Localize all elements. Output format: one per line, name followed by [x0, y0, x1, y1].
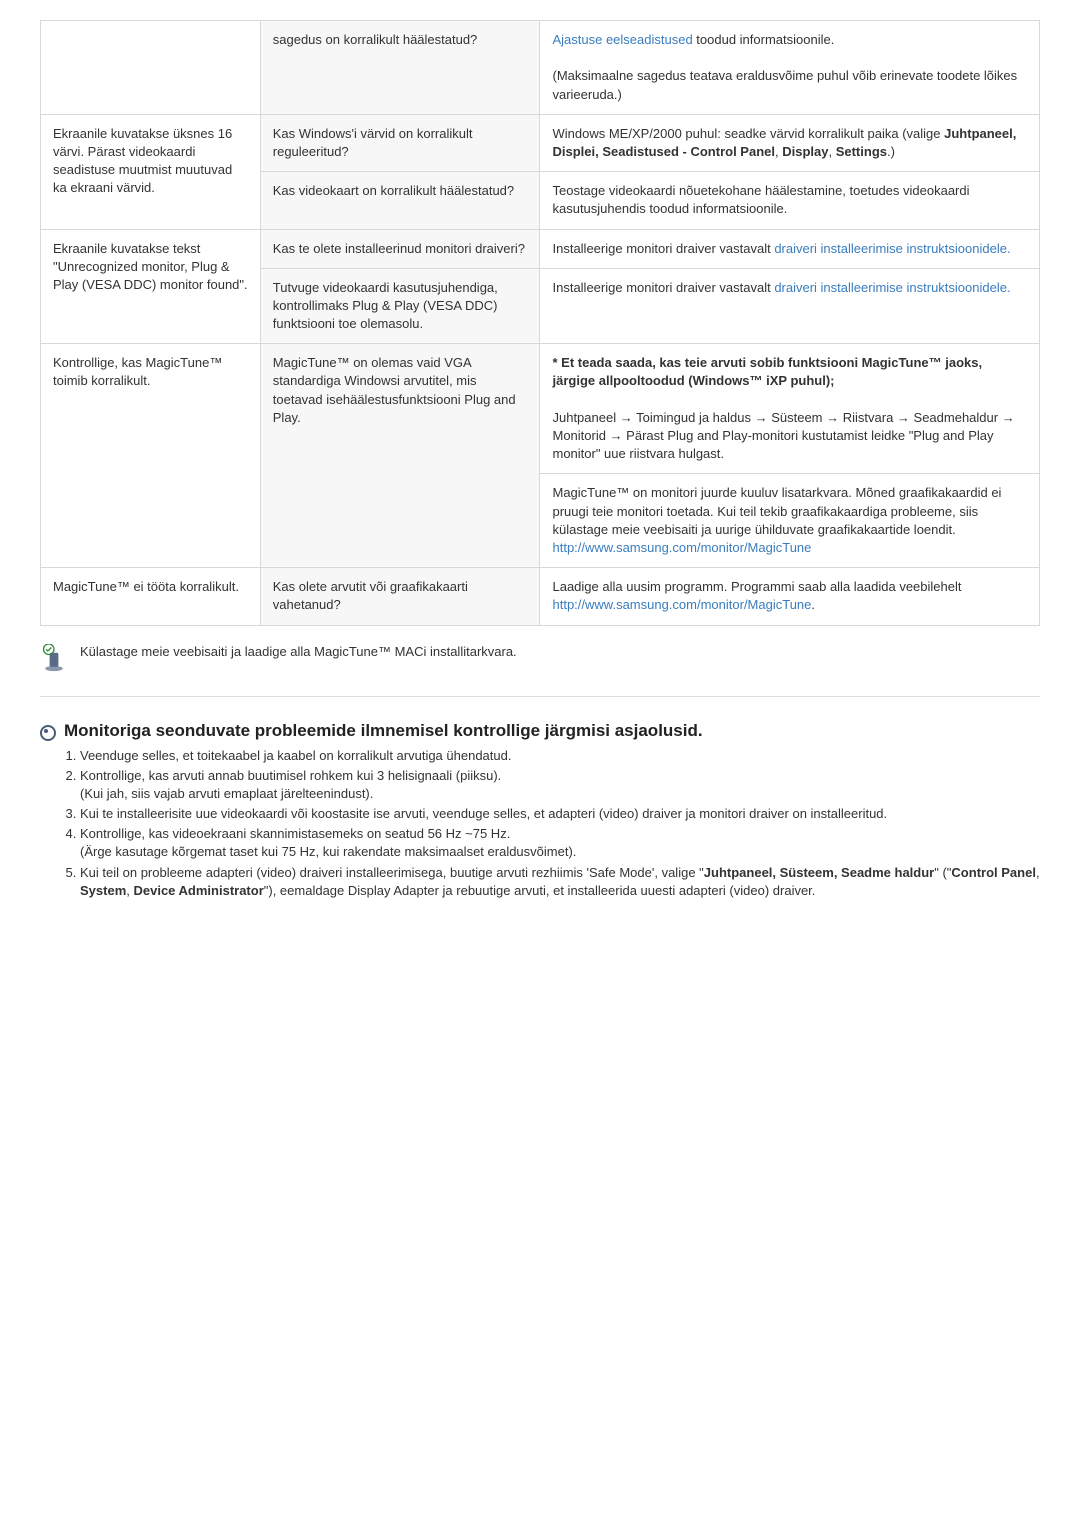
answer-cell: Teostage videokaardi nõuetekohane hääles… [540, 172, 1040, 229]
list-item: Kontrollige, kas videoekraani skannimist… [80, 825, 1040, 861]
bold-text: * Et teada saada, kas teie arvuti sobib … [552, 355, 982, 388]
list-item: Kui te installeerisite uue videokaardi v… [80, 805, 1040, 823]
link[interactable]: Ajastuse eelseadistused [552, 32, 692, 47]
link[interactable]: http://www.samsung.com/monitor/MagicTune [552, 540, 811, 555]
bold-text: Display [782, 144, 828, 159]
section-bullet-icon [40, 725, 56, 741]
table-row: MagicTune™ ei tööta korralikult.Kas olet… [41, 568, 1040, 625]
divider [40, 696, 1040, 697]
symptom-cell: Ekraanile kuvatakse tekst "Unrecognized … [41, 229, 261, 344]
steps-list: Veenduge selles, et toitekaabel ja kaabe… [62, 747, 1040, 901]
table-row: Ekraanile kuvatakse tekst "Unrecognized … [41, 229, 1040, 268]
symptom-cell: Ekraanile kuvatakse üksnes 16 värvi. Pär… [41, 114, 261, 229]
question-cell: Kas Windows'i värvid on korralikult regu… [260, 114, 540, 171]
note-text: Külastage meie veebisaiti ja laadige all… [80, 644, 517, 659]
bold-text: Control Panel [951, 865, 1036, 880]
link[interactable]: http://www.samsung.com/monitor/MagicTune [552, 597, 811, 612]
answer-cell: * Et teada saada, kas teie arvuti sobib … [540, 344, 1040, 474]
question-cell: Kas olete arvutit või graafikakaarti vah… [260, 568, 540, 625]
answer-cell: Windows ME/XP/2000 puhul: seadke värvid … [540, 114, 1040, 171]
bold-text: Juhtpaneel, Süsteem, Seadme haldur [704, 865, 934, 880]
answer-cell: MagicTune™ on monitori juurde kuuluv lis… [540, 474, 1040, 568]
symptom-cell: Kontrollige, kas MagicTune™ toimib korra… [41, 344, 261, 568]
table-row: sagedus on korralikult häälestatud?Ajast… [41, 21, 1040, 115]
question-cell: sagedus on korralikult häälestatud? [260, 21, 540, 115]
list-item: Kontrollige, kas arvuti annab buutimisel… [80, 767, 1040, 803]
bold-text: System [80, 883, 126, 898]
answer-cell: Installeerige monitori draiver vastavalt… [540, 268, 1040, 344]
answer-cell: Laadige alla uusim programm. Programmi s… [540, 568, 1040, 625]
table-row: Ekraanile kuvatakse üksnes 16 värvi. Pär… [41, 114, 1040, 171]
symptom-cell [41, 21, 261, 115]
table-row: Kontrollige, kas MagicTune™ toimib korra… [41, 344, 1040, 474]
question-cell: Tutvuge videokaardi kasutusjuhendiga, ko… [260, 268, 540, 344]
section-title: Monitoriga seonduvate probleemide ilmnem… [64, 721, 703, 741]
note-icon [40, 644, 68, 672]
bold-text: Device Administrator [133, 883, 263, 898]
symptom-cell: MagicTune™ ei tööta korralikult. [41, 568, 261, 625]
link[interactable]: draiveri installeerimise instruktsioonid… [774, 241, 1010, 256]
question-cell: Kas videokaart on korralikult häälestatu… [260, 172, 540, 229]
list-item: Veenduge selles, et toitekaabel ja kaabe… [80, 747, 1040, 765]
answer-cell: Installeerige monitori draiver vastavalt… [540, 229, 1040, 268]
mac-install-note: Külastage meie veebisaiti ja laadige all… [40, 644, 1040, 672]
question-cell: Kas te olete installeerinud monitori dra… [260, 229, 540, 268]
link[interactable]: draiveri installeerimise instruktsioonid… [774, 280, 1010, 295]
section-header: Monitoriga seonduvate probleemide ilmnem… [40, 721, 1040, 741]
question-cell: MagicTune™ on olemas vaid VGA standardig… [260, 344, 540, 568]
answer-cell: Ajastuse eelseadistused toodud informats… [540, 21, 1040, 115]
troubleshooting-table: sagedus on korralikult häälestatud?Ajast… [40, 20, 1040, 626]
bold-text: Settings [836, 144, 887, 159]
list-item: Kui teil on probleeme adapteri (video) d… [80, 864, 1040, 900]
